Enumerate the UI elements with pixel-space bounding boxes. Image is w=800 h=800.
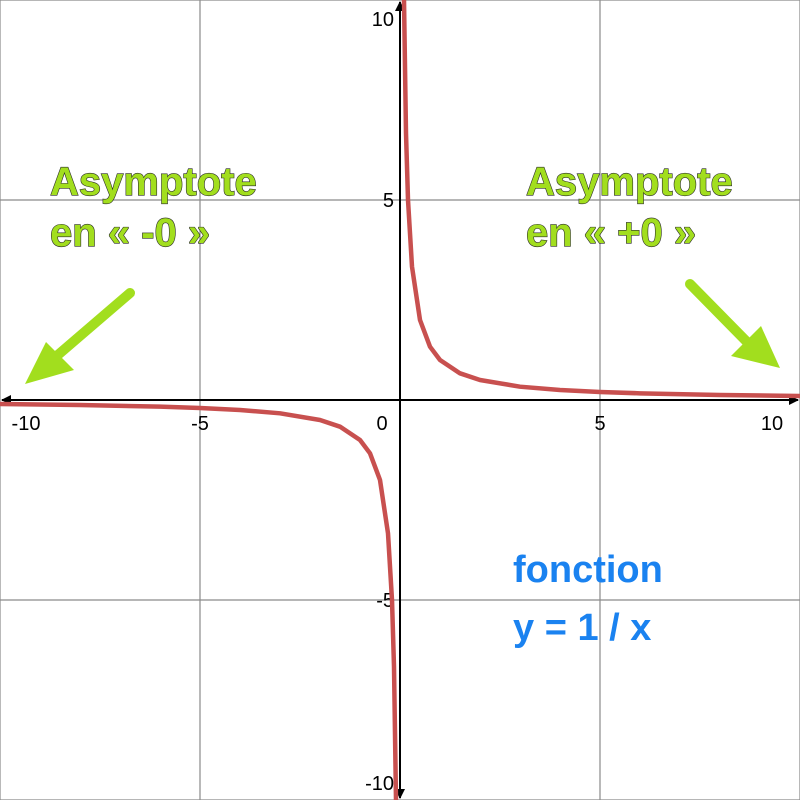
curve-branch-positive: [401, 0, 800, 399]
function-label-line2: y = 1 / x: [513, 607, 651, 649]
right-arrow-icon: [685, 279, 780, 368]
x-tick-label: 10: [761, 413, 783, 435]
left-arrow-icon: [25, 288, 135, 384]
y-tick-label: 5: [383, 190, 394, 212]
x-tick-label: 0: [376, 413, 387, 435]
right-annotation-line1: Asymptote: [526, 160, 733, 204]
x-tick-label: -5: [191, 413, 209, 435]
right-annotation-line2: en « +0 »: [526, 211, 696, 255]
left-annotation-line2: en « -0 »: [50, 211, 210, 255]
y-tick-label: 10: [372, 9, 394, 31]
left-annotation-line1: Asymptote: [50, 160, 257, 204]
y-tick-label: -10: [365, 773, 394, 795]
x-tick-label: -10: [12, 413, 41, 435]
function-label-line1: fonction: [513, 549, 663, 591]
curve-branch-negative: [0, 401, 399, 800]
annotations: Asymptote en « -0 » Asymptote en « +0 » …: [25, 159, 780, 649]
x-tick-label: 5: [594, 413, 605, 435]
